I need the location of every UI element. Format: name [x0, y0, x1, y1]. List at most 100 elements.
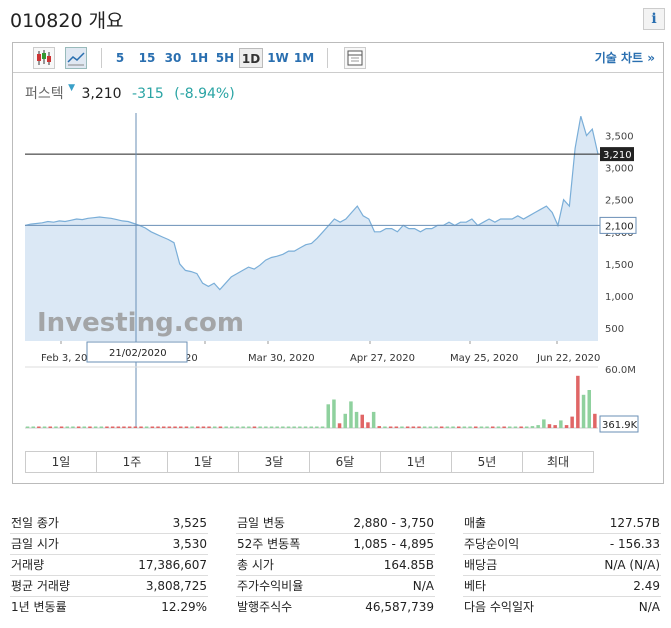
- volume-bar: [525, 426, 529, 428]
- stat-row: 금일 변동 2,880 - 3,750: [236, 513, 435, 534]
- range-3-months[interactable]: 3달: [239, 452, 310, 472]
- stat-value: 164.85B: [383, 558, 434, 572]
- interval-1h[interactable]: 1H: [189, 51, 209, 65]
- volume-bar: [564, 425, 569, 428]
- interval-1d[interactable]: 1D: [239, 48, 263, 68]
- x-tick-label: Mar 30, 2020: [248, 353, 315, 364]
- x-tick-label: Apr 27, 2020: [350, 353, 415, 364]
- volume-bar: [377, 426, 381, 428]
- x-tick-label: 20: [185, 353, 198, 364]
- volume-bar: [252, 426, 257, 428]
- toolbar-divider: [327, 48, 328, 68]
- volume-bar: [42, 426, 47, 428]
- calendar-icon[interactable]: [344, 47, 366, 69]
- volume-bar: [474, 426, 478, 428]
- volume-bar: [173, 426, 177, 428]
- stat-value: 127.57B: [609, 516, 660, 530]
- range-5-years[interactable]: 5년: [452, 452, 523, 472]
- volume-bar: [366, 422, 370, 428]
- stat-label: 주당순이익: [464, 537, 520, 551]
- range-1-day[interactable]: 1일: [26, 452, 97, 472]
- volume-bar: [292, 426, 296, 428]
- volume-bar: [570, 416, 574, 428]
- volume-bar: [371, 411, 376, 428]
- stat-row: 매출 127.57B: [463, 513, 661, 534]
- volume-bar: [110, 426, 115, 428]
- stat-label: 주가수익비율: [237, 579, 304, 593]
- crosshair-value-label: 2,100: [605, 221, 634, 232]
- volume-bar: [286, 426, 291, 428]
- volume-bar: [405, 426, 410, 428]
- stat-value: 2.49: [633, 579, 660, 593]
- volume-bar: [122, 426, 126, 428]
- stat-row: 배당금 N/A (N/A): [463, 555, 661, 576]
- stat-label: 총 시가: [237, 558, 274, 572]
- volume-bar: [264, 426, 268, 428]
- volume-bar: [315, 426, 319, 428]
- volume-bar: [54, 426, 58, 428]
- price-line: [24, 116, 599, 291]
- range-6-months[interactable]: 6달: [310, 452, 381, 472]
- volume-bar: [59, 426, 64, 428]
- volume-bar: [491, 426, 495, 428]
- stat-label: 금일 시가: [11, 537, 59, 551]
- volume-bar: [235, 426, 240, 428]
- volume-bar: [553, 425, 557, 428]
- volume-bar: [25, 426, 30, 428]
- volume-bar: [559, 420, 563, 428]
- volume-bar: [139, 426, 143, 428]
- crosshair-value-box: [599, 216, 637, 234]
- stat-label: 베타: [464, 579, 487, 593]
- technical-chart-link[interactable]: 기술 차트 »: [594, 51, 655, 65]
- stat-label: 금일 변동: [237, 516, 285, 530]
- stat-value: 46,587,739: [365, 600, 434, 614]
- volume-bar: [156, 426, 160, 428]
- volume-max-label: 60.0M: [605, 365, 636, 376]
- price-chart[interactable]: Investing.com3,5003,0002,5002,0001,5001,…: [13, 43, 663, 483]
- volume-bar: [247, 426, 251, 428]
- volume-bar: [150, 426, 155, 428]
- volume-bar: [281, 426, 285, 428]
- volume-bar: [576, 375, 580, 429]
- volume-bar: [496, 426, 501, 428]
- x-tick-label: Feb 3, 20: [41, 353, 87, 364]
- volume-bar: [530, 426, 535, 428]
- volume-bar: [360, 414, 364, 428]
- volume-bar: [65, 426, 69, 428]
- candlestick-icon[interactable]: [33, 47, 55, 69]
- info-icon[interactable]: i: [643, 8, 665, 30]
- volume-bar: [587, 390, 591, 428]
- interval-30[interactable]: 30: [164, 51, 182, 65]
- volume-bar: [326, 404, 330, 429]
- volume-bar: [218, 426, 223, 428]
- volume-bar: [581, 394, 586, 429]
- range-max[interactable]: 최대: [546, 455, 570, 469]
- volume-bar: [332, 399, 336, 428]
- volume-bar: [536, 425, 540, 428]
- volume-bar: [388, 426, 393, 428]
- stat-value: 2,880 - 3,750: [353, 516, 434, 530]
- interval-5h[interactable]: 5H: [215, 51, 235, 65]
- interval-5[interactable]: 5: [115, 51, 125, 65]
- watermark: Investing.com: [37, 308, 244, 338]
- volume-bar: [179, 426, 183, 428]
- volume-value-box: [599, 415, 639, 433]
- range-1-year[interactable]: 1년: [381, 452, 452, 472]
- volume-bar: [354, 411, 359, 428]
- line-chart-icon[interactable]: [65, 47, 87, 69]
- stat-label: 거래량: [11, 558, 45, 572]
- stat-value: N/A (N/A): [604, 558, 660, 572]
- range-1-month[interactable]: 1달: [168, 452, 239, 472]
- stat-value: N/A: [412, 579, 434, 593]
- volume-value-label: 361.9K: [602, 420, 638, 431]
- volume-bar: [133, 426, 138, 428]
- x-tick-label: May 25, 2020: [450, 353, 518, 364]
- stat-row: 주당순이익 - 156.33: [463, 534, 661, 555]
- interval-15[interactable]: 15: [138, 51, 156, 65]
- interval-1m[interactable]: 1M: [293, 51, 315, 65]
- volume-bar: [48, 426, 52, 428]
- volume-bar: [269, 426, 274, 428]
- interval-1w[interactable]: 1W: [267, 51, 289, 65]
- stat-label: 52주 변동폭: [237, 537, 301, 551]
- range-1-week[interactable]: 1주: [97, 452, 168, 472]
